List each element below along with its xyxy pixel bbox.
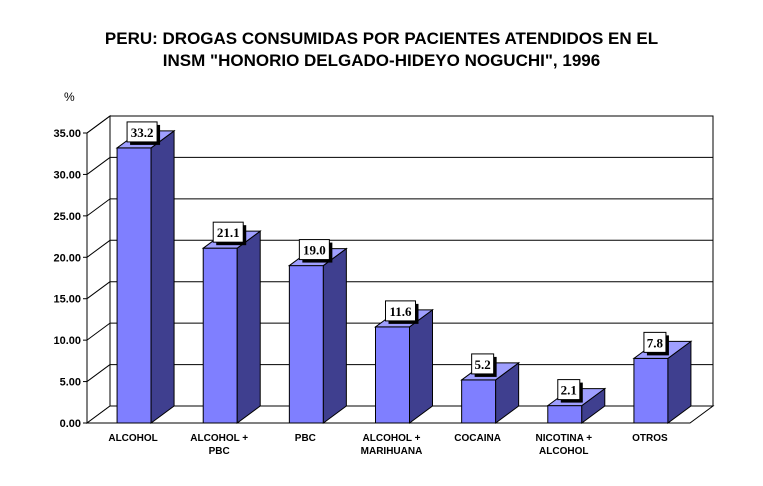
- gridline-side: [86, 239, 111, 258]
- y-tick-label: 5.00: [60, 377, 81, 389]
- x-tick-label: NICOTINA +: [535, 433, 592, 444]
- data-label: 21.1: [217, 225, 240, 240]
- data-label: 5.2: [475, 357, 491, 372]
- bar-side: [409, 308, 433, 424]
- x-tick-label: ALCOHOL: [108, 433, 157, 444]
- data-label: 19.0: [303, 243, 326, 258]
- data-label-box: [212, 221, 244, 243]
- bar-3: 19.0: [287, 239, 348, 424]
- bar-7: 7.8: [632, 331, 693, 424]
- bar-front: [375, 326, 410, 424]
- gridline-side: [86, 115, 111, 134]
- bar-side: [150, 129, 175, 424]
- bar-side: [322, 247, 347, 424]
- y-axis: 0.00 5.00 10.00 15.00 20.00 25.00 30.00 35.00: [53, 128, 88, 430]
- bar-front: [116, 147, 152, 424]
- bar-2: 21.1: [201, 221, 262, 424]
- x-tick-label: ALCOHOL +: [363, 433, 421, 444]
- y-axis-unit-label: %: [64, 90, 75, 104]
- x-tick-label: MARIHUANA: [361, 446, 423, 457]
- data-label-box: [643, 331, 667, 353]
- y-tick-label: 0.00: [60, 418, 81, 430]
- bar-front: [547, 405, 583, 424]
- y-tick-label: 10.00: [53, 335, 81, 347]
- x-tick-label: ALCOHOL +: [190, 433, 248, 444]
- x-tick-label: PBC: [295, 433, 316, 444]
- x-tick-label: PBC: [209, 446, 230, 457]
- x-tick-label: COCAINA: [454, 433, 501, 444]
- data-label-box: [471, 353, 495, 375]
- chart-title-line-2: INSM "HONORIO DELGADO-HIDEYO NOGUCHI", 1…: [162, 51, 601, 70]
- y-tick-label: 35.00: [53, 128, 81, 140]
- data-label-box: [126, 121, 158, 143]
- data-label: 11.6: [389, 304, 412, 319]
- bar-front: [202, 247, 238, 424]
- y-tick-label: 15.00: [53, 294, 81, 306]
- bars: 33.2 21.1 19.0 11.6 5.2 2.1 7.8: [115, 121, 693, 424]
- data-label-box: [557, 379, 581, 401]
- bar-front: [461, 379, 497, 424]
- gridline-side: [86, 281, 111, 300]
- data-label: 2.1: [561, 383, 577, 398]
- bar-4: 11.6: [373, 300, 435, 424]
- y-tick-label: 20.00: [53, 252, 81, 264]
- x-axis-labels: ALCOHOL ALCOHOL + PBC PBC ALCOHOL + MARIHUANA…: [108, 433, 668, 457]
- y-tick-label: 30.00: [53, 169, 81, 181]
- gridline-side: [86, 198, 111, 217]
- bar-1: 33.2: [115, 121, 176, 424]
- gridline-side: [86, 322, 111, 341]
- gridline-side: [86, 364, 111, 382]
- bar-5: 5.2: [460, 353, 521, 424]
- data-label: 33.2: [131, 125, 154, 140]
- y-tick-label: 25.00: [53, 211, 81, 223]
- x-tick-label: OTROS: [632, 433, 668, 444]
- data-label-box: [385, 300, 416, 322]
- chart-title: PERU: DROGAS CONSUMIDAS POR PACIENTES AT…: [0, 28, 763, 72]
- bar-6: 2.1: [546, 379, 607, 424]
- bar-front: [633, 357, 669, 424]
- data-label: 7.8: [647, 335, 664, 350]
- gridline-side: [86, 157, 111, 175]
- bar-front: [288, 265, 324, 424]
- chart-title-line-1: PERU: DROGAS CONSUMIDAS POR PACIENTES AT…: [104, 29, 659, 48]
- left-wall: [86, 115, 111, 424]
- x-tick-label: ALCOHOL: [539, 446, 588, 457]
- data-label-box: [298, 239, 330, 261]
- bar-side: [236, 230, 261, 424]
